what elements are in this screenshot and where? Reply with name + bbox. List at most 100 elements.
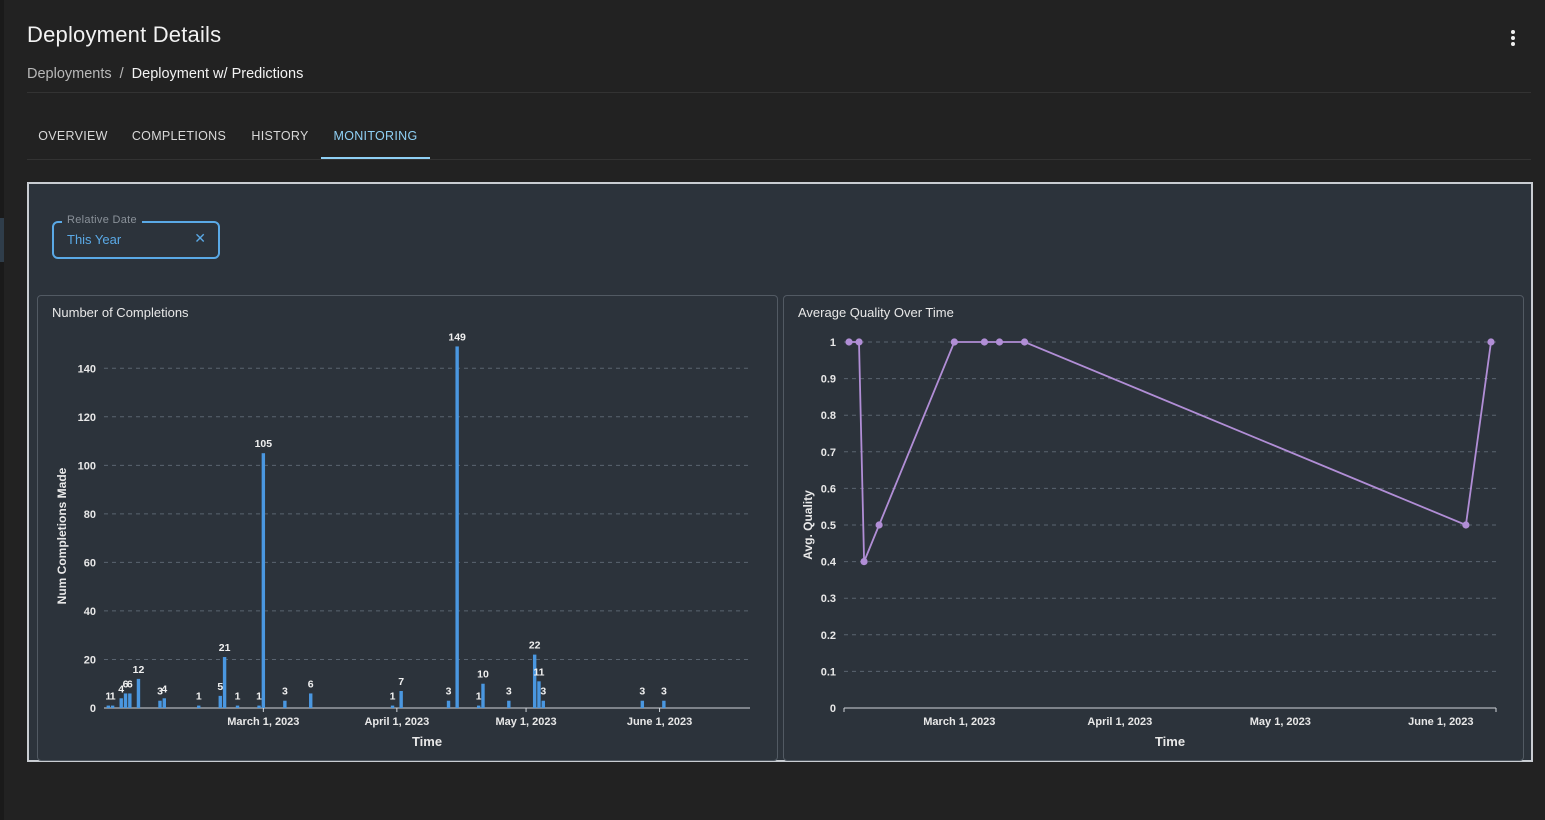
breadcrumb-deployments-link[interactable]: Deployments — [27, 66, 112, 82]
x-tick-label: March 1, 2023 — [923, 716, 995, 728]
bar — [662, 700, 666, 708]
bar — [640, 700, 645, 708]
data-point — [995, 338, 1004, 346]
bar — [541, 700, 545, 708]
bar-label: 4 — [161, 683, 167, 695]
y-tick-label: 0.2 — [821, 630, 836, 642]
bar-label: 3 — [506, 686, 512, 698]
bar — [110, 705, 115, 708]
header-divider — [27, 92, 1531, 93]
bar-label: 3 — [540, 686, 546, 698]
bar — [399, 691, 403, 708]
bar-label: 1 — [196, 691, 202, 703]
bar-label: 1 — [256, 691, 262, 703]
quality-line-chart: 0 0.1 0.2 0.3 0.4 0.5 0.6 0.7 0.8 0.9 1 March 1, 20… — [801, 337, 1497, 749]
bar-label: 1 — [105, 691, 111, 703]
completions-bar-chart: 0 20 40 60 80 100 120 140 March 1, 2023 April 1, … — [55, 331, 750, 749]
data-point — [950, 338, 958, 346]
tab-history[interactable]: HISTORY — [251, 129, 309, 143]
quality-series-line — [849, 341, 1492, 562]
tab-overview[interactable]: OVERVIEW — [38, 129, 108, 143]
y-axis-title: Num Completions Made — [55, 467, 69, 604]
bar — [197, 705, 201, 708]
y-axis-title: Avg. Quality — [801, 490, 815, 560]
bar — [257, 705, 261, 708]
tabs-divider — [27, 159, 1531, 160]
bar-label: 1 — [235, 691, 241, 703]
breadcrumb: Deployments / Deployment w/ Predictions — [27, 66, 303, 82]
bar — [537, 681, 541, 708]
data-point — [1462, 521, 1470, 529]
bar-label: 6 — [127, 678, 133, 690]
x-axis-title: Time — [1155, 734, 1185, 749]
breadcrumb-current: Deployment w/ Predictions — [131, 66, 304, 82]
nav-indicator — [0, 218, 4, 262]
bar — [158, 700, 162, 708]
bar-label: 5 — [217, 681, 223, 693]
bar — [446, 700, 451, 708]
y-tick-label: 60 — [84, 557, 96, 569]
more-options-button[interactable] — [1507, 28, 1519, 50]
y-tick-label: 0.9 — [821, 374, 836, 386]
y-tick-label: 20 — [84, 654, 96, 666]
x-tick-label: June 1, 2023 — [1408, 716, 1473, 728]
bar — [455, 346, 459, 708]
bar — [390, 705, 395, 708]
data-point — [1020, 338, 1029, 346]
x-tick-label: May 1, 2023 — [495, 716, 556, 728]
y-tick-label: 0.4 — [821, 557, 837, 569]
bar — [476, 705, 481, 708]
bar-label: 1 — [110, 691, 116, 703]
close-icon[interactable]: ✕ — [194, 230, 206, 246]
data-point — [845, 338, 853, 346]
more-vert-icon — [1511, 30, 1515, 34]
bar-label: 3 — [639, 686, 645, 698]
tab-completions[interactable]: COMPLETIONS — [131, 129, 227, 143]
bar — [532, 654, 537, 708]
page-header: Deployment Details Deployments / Deploymen… — [27, 22, 1531, 92]
bar — [481, 683, 485, 708]
breadcrumb-separator: / — [119, 66, 124, 82]
bar — [507, 700, 511, 708]
chart-title: Average Quality Over Time — [798, 305, 954, 320]
bar — [119, 698, 123, 708]
bar-label: 6 — [123, 678, 129, 690]
bar — [283, 700, 287, 708]
bar-label: 3 — [157, 686, 163, 698]
x-tick-label: March 1, 2023 — [227, 716, 299, 728]
bar-label: 105 — [255, 438, 273, 450]
x-axis-title: Time — [412, 734, 442, 749]
bar — [136, 678, 141, 708]
y-tick-label: 0.6 — [821, 483, 836, 495]
data-point — [860, 558, 868, 566]
bar — [128, 693, 132, 708]
completions-chart-card: Number of Completions 0 20 40 60 80 100 120 140… — [37, 295, 778, 761]
tab-monitoring[interactable]: MONITORING — [333, 129, 418, 143]
chart-title: Number of Completions — [52, 305, 189, 320]
y-tick-label: 0.5 — [821, 520, 836, 532]
bar — [309, 693, 313, 708]
y-tick-label: 0.7 — [821, 447, 836, 459]
x-tick-label: June 1, 2023 — [627, 716, 692, 728]
bar-label: 6 — [308, 678, 314, 690]
bar-label: 3 — [661, 686, 667, 698]
y-tick-label: 0.8 — [821, 410, 836, 422]
data-point — [875, 521, 883, 529]
filter-label: Relative Date — [62, 214, 142, 226]
monitoring-panel: Relative Date This Year ✕ Number of Comp… — [27, 182, 1533, 762]
bar — [261, 453, 266, 708]
x-tick-label: April 1, 2023 — [364, 716, 429, 728]
left-strip — [0, 0, 4, 820]
y-tick-label: 120 — [78, 412, 96, 424]
relative-date-filter[interactable]: Relative Date This Year ✕ — [52, 214, 220, 259]
bar-label: 3 — [282, 686, 288, 698]
y-tick-label: 0.1 — [821, 666, 836, 678]
bar-label: 22 — [529, 640, 541, 652]
bar — [218, 695, 222, 708]
x-tick-label: May 1, 2023 — [1250, 716, 1311, 728]
y-tick-label: 80 — [84, 509, 96, 521]
bar-label: 10 — [477, 669, 489, 681]
bar — [106, 705, 111, 708]
bar-label: 7 — [398, 676, 404, 688]
data-point — [980, 338, 989, 346]
